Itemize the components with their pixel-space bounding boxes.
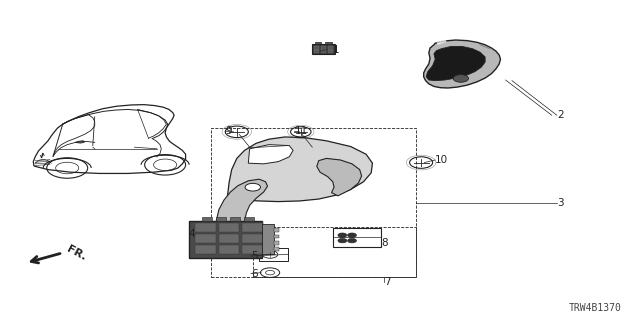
- Bar: [195, 234, 216, 243]
- Bar: [195, 244, 216, 254]
- Text: 8: 8: [381, 238, 387, 248]
- Circle shape: [338, 238, 347, 243]
- Polygon shape: [76, 141, 84, 143]
- Bar: [274, 241, 279, 245]
- Bar: [244, 217, 254, 221]
- Text: 9: 9: [225, 126, 232, 136]
- Bar: [219, 244, 239, 254]
- Circle shape: [245, 183, 260, 191]
- Bar: [314, 46, 319, 50]
- Bar: [328, 50, 333, 53]
- Bar: [315, 42, 321, 44]
- Bar: [259, 248, 288, 261]
- Text: 4: 4: [189, 228, 195, 239]
- Circle shape: [348, 238, 356, 243]
- Text: 11: 11: [294, 126, 308, 136]
- Text: 7: 7: [384, 277, 390, 287]
- Bar: [216, 217, 226, 221]
- Bar: [325, 42, 332, 44]
- Bar: [274, 247, 279, 251]
- Bar: [242, 234, 263, 243]
- Bar: [211, 128, 416, 277]
- Bar: [314, 50, 319, 53]
- Polygon shape: [424, 40, 500, 88]
- Bar: [321, 46, 326, 50]
- Circle shape: [348, 233, 356, 237]
- Bar: [328, 46, 333, 50]
- Circle shape: [338, 233, 347, 237]
- Bar: [219, 234, 239, 243]
- Bar: [242, 244, 263, 254]
- Bar: [189, 221, 262, 258]
- Bar: [195, 223, 216, 232]
- Bar: [333, 228, 381, 247]
- Polygon shape: [214, 179, 268, 230]
- Bar: [230, 217, 240, 221]
- Text: 2: 2: [557, 110, 563, 120]
- Text: TRW4B1370: TRW4B1370: [569, 303, 622, 313]
- Bar: [202, 217, 212, 221]
- Bar: [274, 228, 279, 232]
- Bar: [253, 227, 416, 277]
- Text: 3: 3: [557, 198, 563, 208]
- Bar: [262, 224, 274, 254]
- Polygon shape: [248, 145, 293, 164]
- Bar: [274, 235, 279, 238]
- Text: 1: 1: [333, 44, 339, 55]
- Bar: [321, 50, 326, 53]
- Polygon shape: [426, 46, 485, 81]
- Bar: [219, 223, 239, 232]
- Bar: [242, 223, 263, 232]
- Text: 6: 6: [251, 268, 257, 279]
- Polygon shape: [227, 137, 372, 202]
- Text: 10: 10: [435, 155, 449, 165]
- Text: FR.: FR.: [65, 244, 88, 263]
- Polygon shape: [317, 158, 362, 196]
- Bar: [312, 44, 335, 54]
- Text: 5: 5: [251, 251, 257, 261]
- Circle shape: [453, 75, 468, 82]
